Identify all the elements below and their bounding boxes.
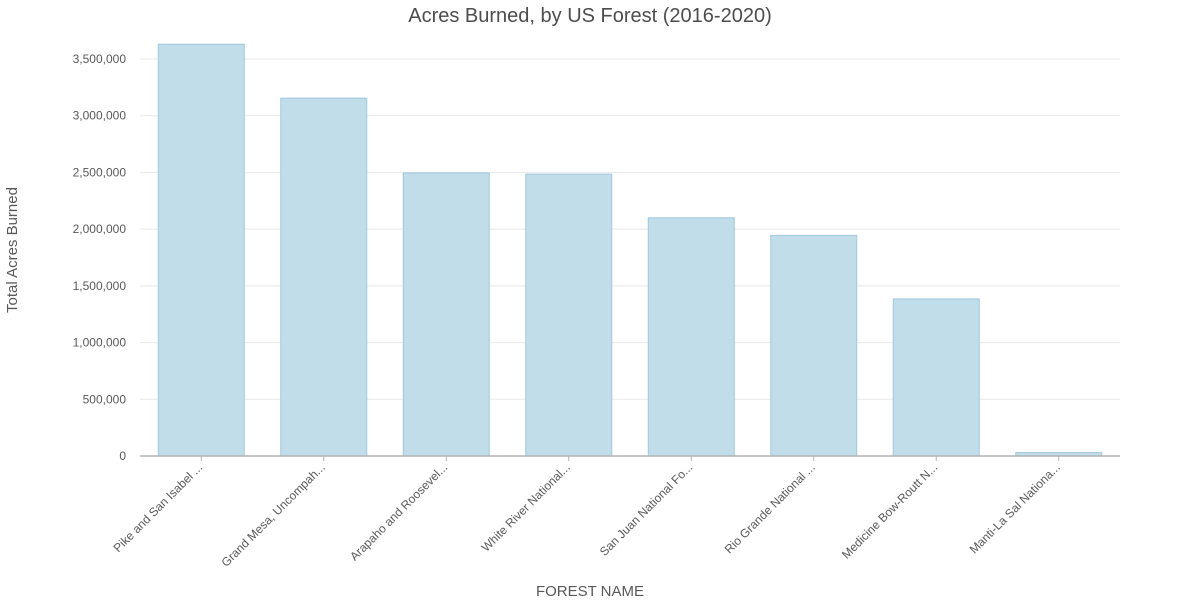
- bar[interactable]: [280, 97, 368, 457]
- x-tick-label: Arapaho and Roosevel...: [347, 460, 450, 563]
- bar[interactable]: [402, 172, 490, 457]
- y-tick-label: 0: [119, 449, 126, 463]
- x-tick-label: Rio Grande National ...: [722, 460, 818, 556]
- x-axis-title: FOREST NAME: [536, 583, 644, 600]
- y-tick-label: 3,500,000: [73, 52, 127, 66]
- y-tick-label: 500,000: [83, 392, 127, 406]
- y-tick-label: 3,000,000: [73, 109, 127, 123]
- y-axis-title: Total Acres Burned: [4, 187, 21, 313]
- chart-title: Acres Burned, by US Forest (2016-2020): [408, 5, 772, 27]
- x-tick-label: San Juan National Fo...: [597, 460, 696, 559]
- bars: [157, 43, 1103, 457]
- bar[interactable]: [525, 173, 613, 457]
- y-tick-label: 2,500,000: [73, 165, 127, 179]
- y-tick-label: 1,500,000: [73, 279, 127, 293]
- axes: [140, 455, 1120, 461]
- x-tick-label: Pike and San Isabel ...: [111, 460, 206, 555]
- y-tick-label: 2,000,000: [73, 222, 127, 236]
- bar[interactable]: [647, 217, 735, 457]
- x-tick-label: Grand Mesa, Uncompah...: [218, 460, 327, 569]
- x-tick-label: White River National...: [479, 460, 573, 554]
- bar[interactable]: [892, 298, 980, 457]
- x-tick-label: Medicine Bow-Routt N...: [839, 460, 940, 561]
- bar[interactable]: [770, 234, 858, 457]
- x-tick-label: Manti-La Sal Nationa...: [967, 460, 1063, 556]
- bar[interactable]: [157, 43, 245, 457]
- x-tick-labels: Pike and San Isabel ... Grand Mesa, Uncom…: [111, 460, 1063, 569]
- y-tick-labels: 0 500,000 1,000,000 1,500,000 2,000,000 2,500…: [73, 52, 127, 463]
- y-tick-label: 1,000,000: [73, 336, 127, 350]
